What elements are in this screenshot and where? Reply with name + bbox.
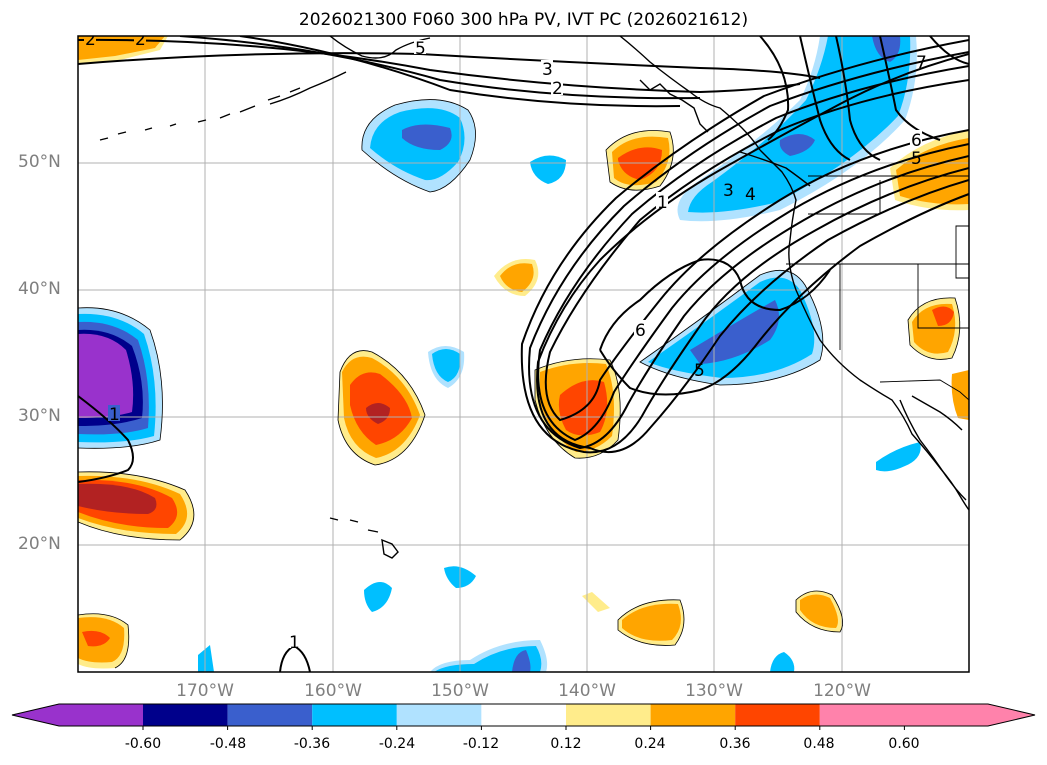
colorbar-tick-label: -0.60 xyxy=(124,736,162,752)
pv-negative-anomaly xyxy=(876,442,921,472)
contour-label: 6 xyxy=(635,321,646,341)
contour-label: 1 xyxy=(657,193,668,213)
colorbar-outline xyxy=(11,703,1036,727)
contour-label: 1 xyxy=(109,405,120,425)
lat-label: 20°N xyxy=(18,534,61,554)
contour-label: 5 xyxy=(911,149,922,169)
pv-positive-anomaly xyxy=(890,130,969,211)
contour-label: 3 xyxy=(542,60,553,80)
pv-negative-anomaly xyxy=(428,346,465,388)
contour-label: 2 xyxy=(135,30,146,50)
contour-label: 7 xyxy=(916,53,927,73)
colorbar-tick-label: 0.60 xyxy=(888,736,920,752)
colorbar-tick-label: 0.12 xyxy=(550,736,582,752)
lon-label: 140°W xyxy=(558,681,616,701)
pv-positive-anomaly xyxy=(951,370,969,420)
pv-positive-anomaly xyxy=(338,350,425,465)
contour-label: 2 xyxy=(552,79,563,99)
colorbar-tick-label: 0.36 xyxy=(719,736,751,752)
colorbar-tick-label: 0.48 xyxy=(803,736,835,752)
colorbar-segment xyxy=(59,704,143,726)
map-title: 2026021300 F060 300 hPa PV, IVT PC (2026… xyxy=(298,10,749,30)
colorbar-extend-max xyxy=(988,704,1035,726)
colorbar xyxy=(11,703,1036,730)
ivt-contours xyxy=(520,36,969,454)
colorbar-segment xyxy=(312,704,397,726)
pv-positive-anomaly xyxy=(582,592,610,612)
colorbar-segment xyxy=(227,704,313,726)
pv-positive-anomaly xyxy=(78,471,194,540)
lat-label: 50°N xyxy=(18,152,61,172)
colorbar-segment xyxy=(143,704,228,726)
colorbar-tick-label: -0.36 xyxy=(293,736,331,752)
pv-positive-anomaly xyxy=(908,297,960,360)
pv-negative-anomaly xyxy=(361,99,476,192)
pv-contour-outline xyxy=(78,99,961,669)
pv-positive-anomaly xyxy=(618,599,684,646)
colorbar-segment xyxy=(566,704,651,726)
colorbar-tick-label: -0.12 xyxy=(462,736,500,752)
lon-label: 170°W xyxy=(176,681,234,701)
colorbar-tick-label: 0.24 xyxy=(634,736,666,752)
lon-label: 150°W xyxy=(431,681,489,701)
colorbar-segment xyxy=(819,704,988,726)
colorbar-tick-label: -0.24 xyxy=(378,736,416,752)
lon-label: 130°W xyxy=(685,681,743,701)
contour-label: 4 xyxy=(745,185,756,205)
contour-label: 5 xyxy=(415,39,426,59)
colorbar-segment xyxy=(396,704,482,726)
lon-label: 120°W xyxy=(813,681,871,701)
graticule xyxy=(78,36,969,672)
lat-label: 30°N xyxy=(18,406,61,426)
lat-label: 40°N xyxy=(18,279,61,299)
contour-label: 6 xyxy=(911,131,922,151)
lon-label: 160°W xyxy=(304,681,362,701)
colorbar-extend-min xyxy=(12,704,59,726)
contour-label: 5 xyxy=(694,361,705,381)
map-border xyxy=(77,35,970,673)
contour-label: 1 xyxy=(289,633,300,653)
pv-negative-anomaly xyxy=(430,640,548,672)
colorbar-segment xyxy=(735,704,820,726)
contour-label: 3 xyxy=(723,181,734,201)
pv-positive-anomaly xyxy=(606,130,674,191)
pv-negative-anomaly xyxy=(198,645,214,672)
pv-positive-anomaly xyxy=(796,591,843,632)
colorbar-segment xyxy=(650,704,736,726)
pv-negative-anomaly xyxy=(364,581,392,612)
coastline xyxy=(99,36,969,559)
colorbar-tick-label: -0.48 xyxy=(209,736,247,752)
pv-negative-anomaly xyxy=(677,36,917,222)
pv-positive-anomaly xyxy=(494,259,539,296)
contour-label: 2 xyxy=(85,30,96,50)
colorbar-segment xyxy=(481,704,566,726)
pv-positive-anomaly xyxy=(78,613,129,669)
ivt-contours xyxy=(78,36,821,672)
pv-negative-anomaly xyxy=(770,652,795,672)
